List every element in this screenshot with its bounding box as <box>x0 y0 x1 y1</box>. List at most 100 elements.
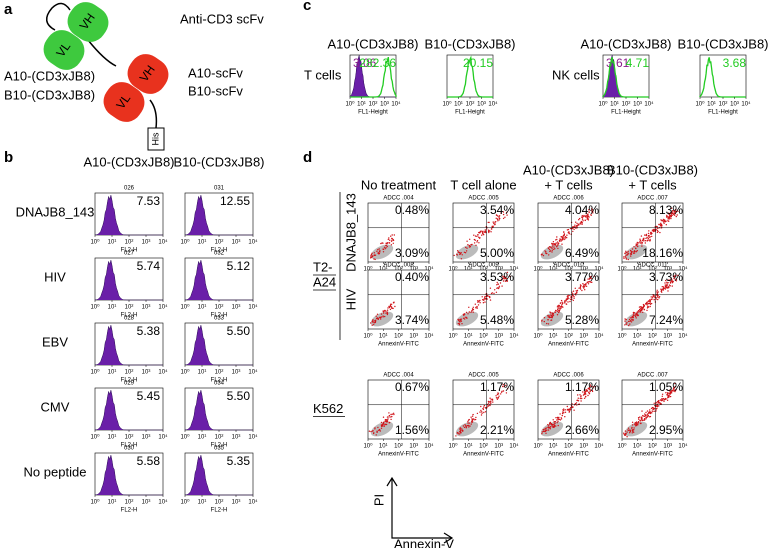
cell-dot <box>391 234 393 236</box>
plot-title: A10-(CD3xJB8) <box>580 36 671 51</box>
lower-percent: 18.16% <box>642 246 683 260</box>
cell-dot <box>664 286 667 288</box>
cell-dot <box>565 303 568 305</box>
cell-dot <box>389 305 391 308</box>
lower-percent: 5.00% <box>480 246 514 260</box>
cell-dot <box>470 311 472 313</box>
cell-dot <box>552 241 555 243</box>
cell-dot <box>644 242 646 244</box>
tick-label: 10⁴ <box>678 443 688 450</box>
cell-dot <box>386 242 388 244</box>
cell-dot <box>467 313 469 315</box>
cell-cloud <box>455 244 479 260</box>
cell-dot <box>506 214 508 216</box>
cell-dot <box>469 425 471 427</box>
cell-dot <box>394 305 396 308</box>
cell-dot <box>672 280 674 282</box>
cell-dot <box>651 412 653 414</box>
cell-dot <box>636 314 638 316</box>
percent-value: 5.45 <box>137 389 161 403</box>
cell-dot <box>372 430 374 432</box>
cell-dot <box>645 303 647 305</box>
cell-dot <box>383 422 385 425</box>
cell-dot <box>662 289 665 291</box>
tick-label: 10³ <box>142 435 151 441</box>
cell-dot <box>587 394 589 397</box>
lower-percent: 7.24% <box>649 313 683 327</box>
cell-dot <box>586 390 589 392</box>
cell-dot <box>546 429 548 431</box>
cell-dot <box>559 308 561 310</box>
cell-dot <box>384 315 386 318</box>
cell-dot <box>502 390 505 392</box>
cell-dot <box>559 302 562 304</box>
cell-dot <box>388 306 391 309</box>
cell-dot <box>627 429 629 431</box>
cell-dot <box>478 300 480 302</box>
cell-dot <box>459 318 462 321</box>
cell-dot <box>629 429 631 432</box>
cell-dot <box>581 221 583 224</box>
tick-label: 10¹ <box>379 334 388 340</box>
cell-dot <box>579 222 581 224</box>
legend-x-label: Annexin-V <box>394 536 454 548</box>
cell-dot <box>565 298 568 301</box>
cell-dot <box>468 422 470 424</box>
cell-dot <box>571 406 573 409</box>
cell-dot <box>380 424 383 426</box>
cell-dot <box>544 427 546 430</box>
column-header: + T cells <box>544 177 593 192</box>
cell-dot <box>548 246 551 248</box>
cell-dot <box>658 223 660 226</box>
cell-dot <box>564 238 566 240</box>
cell-dot <box>382 251 385 253</box>
cell-dot <box>584 285 586 287</box>
cell-dot <box>462 317 465 319</box>
cell-cloud <box>624 421 648 437</box>
plot-id: ADCC .005 <box>468 196 499 202</box>
cell-dot <box>642 419 644 421</box>
cell-dot <box>577 394 579 396</box>
cell-dot <box>663 400 665 403</box>
tick-label: 10² <box>622 102 631 108</box>
cell-dot <box>555 417 557 419</box>
cell-dot <box>631 317 633 319</box>
cell-dot <box>463 313 466 315</box>
cell-dot <box>660 290 662 293</box>
cell-dot <box>504 277 507 279</box>
cell-dot <box>555 239 557 241</box>
cell-dot <box>661 286 663 288</box>
tick-label: 10³ <box>663 444 672 450</box>
cell-dot <box>648 230 650 232</box>
cell-dot <box>631 248 634 250</box>
cell-dot <box>473 242 476 244</box>
cell-dot <box>651 410 653 412</box>
cell-dot <box>388 422 390 424</box>
cell-dot <box>550 319 552 321</box>
cell-dot <box>667 290 669 292</box>
cell-dot <box>474 235 477 237</box>
cell-dot <box>555 242 557 244</box>
cell-dot <box>585 283 587 285</box>
cell-dot <box>562 411 564 413</box>
cell-dot <box>557 244 559 246</box>
cell-dot <box>583 397 586 399</box>
cell-dot <box>656 293 658 295</box>
cell-dot <box>586 218 588 220</box>
cell-dot <box>636 250 638 252</box>
cell-dot <box>489 287 492 289</box>
cell-dot <box>393 301 395 303</box>
cell-dot <box>668 396 670 398</box>
tick-label: 10⁴ <box>644 101 654 108</box>
lower-percent: 1.56% <box>395 423 429 437</box>
tick-label: 10¹ <box>379 444 388 450</box>
group-label: A24 <box>313 274 336 289</box>
cell-dot <box>629 317 631 319</box>
tick-label: 10³ <box>380 102 389 108</box>
cell-dot <box>557 247 559 250</box>
plot-title: A10-(CD3xJB8) <box>327 36 418 51</box>
cell-dot <box>651 235 653 238</box>
tick-label: 10² <box>564 267 573 273</box>
cell-dot <box>662 218 665 221</box>
x-axis-label: FL2-H <box>121 508 138 514</box>
